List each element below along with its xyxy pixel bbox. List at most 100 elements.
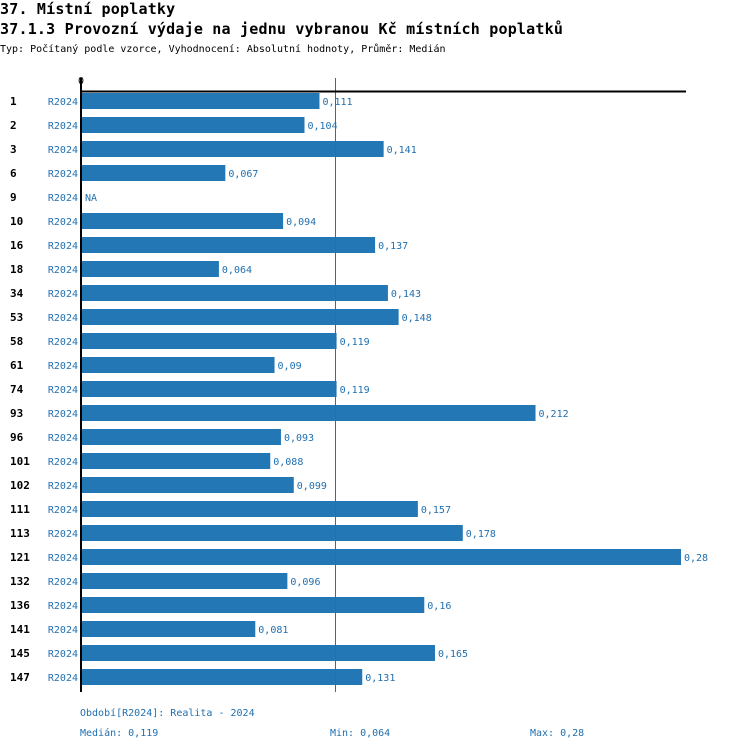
bar-row: 9 R2024 NA — [10, 191, 97, 204]
bar-row: 147 R2024 0,131 — [10, 669, 395, 685]
category-label: 101 — [10, 455, 30, 468]
period-label: R2024 — [48, 169, 78, 180]
value-label: 0,093 — [284, 433, 314, 444]
bar-row: 18 R2024 0,064 — [10, 261, 252, 277]
bar — [82, 333, 337, 349]
category-label: 10 — [10, 215, 23, 228]
bar — [82, 429, 281, 445]
median-stat: Medián: 0,119 — [80, 728, 159, 739]
value-label: 0,178 — [466, 529, 496, 540]
period-label: R2024 — [48, 433, 78, 444]
period-label: R2024 — [48, 529, 78, 540]
bar-row: 3 R2024 0,141 — [10, 141, 417, 157]
bar — [82, 117, 305, 133]
period-label: R2024 — [48, 577, 78, 588]
period-label: R2024 — [48, 385, 78, 396]
period-label: R2024 — [48, 145, 78, 156]
bar — [82, 309, 399, 325]
period-label: R2024 — [48, 241, 78, 252]
period-label: R2024 — [48, 217, 78, 228]
value-label: 0,119 — [340, 385, 370, 396]
category-label: 1 — [10, 95, 17, 108]
bar-row: 96 R2024 0,093 — [10, 429, 314, 445]
category-label: 74 — [10, 383, 24, 396]
bar — [82, 645, 435, 661]
max-stat: Max: 0,28 — [530, 728, 585, 739]
category-label: 16 — [10, 239, 24, 252]
bar-row: 113 R2024 0,178 — [10, 525, 496, 541]
category-label: 136 — [10, 599, 30, 612]
value-label: 0,094 — [286, 217, 316, 228]
category-label: 34 — [10, 287, 24, 300]
section-title: 37. Místní poplatky — [0, 0, 176, 18]
period-label: R2024 — [48, 457, 78, 468]
category-label: 141 — [10, 623, 30, 636]
value-label: 0,099 — [297, 481, 327, 492]
period-label: R2024 — [48, 505, 78, 516]
chart-title: 37.1.3 Provozní výdaje na jednu vybranou… — [0, 20, 564, 38]
category-label: 132 — [10, 575, 30, 588]
value-label: 0,111 — [322, 97, 352, 108]
category-label: 18 — [10, 263, 23, 276]
bar-row: 132 R2024 0,096 — [10, 573, 320, 589]
value-label: 0,212 — [539, 409, 569, 420]
bar-row: 102 R2024 0,099 — [10, 477, 327, 493]
value-label: 0,143 — [391, 289, 421, 300]
min-stat: Min: 0,064 — [330, 728, 391, 739]
category-label: 96 — [10, 431, 24, 444]
value-label: 0,081 — [258, 625, 288, 636]
bar-row: 53 R2024 0,148 — [10, 309, 432, 325]
period-label: R2024 — [48, 265, 78, 276]
period-label: R2024 — [48, 97, 78, 108]
period-label: R2024 — [48, 193, 78, 204]
value-label: 0,148 — [402, 313, 432, 324]
value-label: 0,141 — [387, 145, 417, 156]
category-label: 9 — [10, 191, 17, 204]
bar-row: 2 R2024 0,104 — [10, 117, 338, 133]
value-label: 0,28 — [684, 553, 708, 564]
bar-row: 1 R2024 0,111 — [10, 93, 353, 109]
bar-row: 141 R2024 0,081 — [10, 621, 288, 637]
bar — [82, 165, 226, 181]
bar-row: 34 R2024 0,143 — [10, 285, 421, 301]
period-label: R2024 — [48, 409, 78, 420]
period-label: R2024 — [48, 673, 78, 684]
bar — [82, 285, 388, 301]
bar-row: 136 R2024 0,16 — [10, 597, 451, 613]
category-label: 6 — [10, 167, 17, 180]
bar-row: 10 R2024 0,094 — [10, 213, 316, 229]
category-label: 53 — [10, 311, 23, 324]
period-label: R2024 — [48, 553, 78, 564]
bar-row: 111 R2024 0,157 — [10, 501, 451, 517]
bar — [82, 477, 294, 493]
period-legend: Období[R2024]: Realita - 2024 — [80, 708, 255, 719]
period-label: R2024 — [48, 625, 78, 636]
bar — [82, 381, 337, 397]
value-label: 0,064 — [222, 265, 252, 276]
value-label: 0,16 — [427, 601, 451, 612]
bar — [82, 501, 418, 517]
value-label: 0,157 — [421, 505, 451, 516]
category-label: 58 — [10, 335, 23, 348]
bar — [82, 357, 275, 373]
category-label: 121 — [10, 551, 30, 564]
bar — [82, 213, 284, 229]
value-label: 0,104 — [307, 121, 337, 132]
bar — [82, 621, 256, 637]
period-label: R2024 — [48, 121, 78, 132]
bar-row: 58 R2024 0,119 — [10, 333, 370, 349]
bar-row: 145 R2024 0,165 — [10, 645, 468, 661]
bar — [82, 141, 384, 157]
bar — [82, 405, 536, 421]
chart-subtitle: Typ: Počítaný podle vzorce, Vyhodnocení:… — [0, 44, 446, 55]
category-label: 3 — [10, 143, 17, 156]
bar — [82, 237, 376, 253]
category-label: 93 — [10, 407, 23, 420]
bar-row: 121 R2024 0,28 — [10, 549, 708, 565]
bar — [82, 261, 219, 277]
bar-row: 6 R2024 0,067 — [10, 165, 258, 181]
value-label: 0,067 — [228, 169, 258, 180]
period-label: R2024 — [48, 313, 78, 324]
bar-row: 93 R2024 0,212 — [10, 405, 569, 421]
